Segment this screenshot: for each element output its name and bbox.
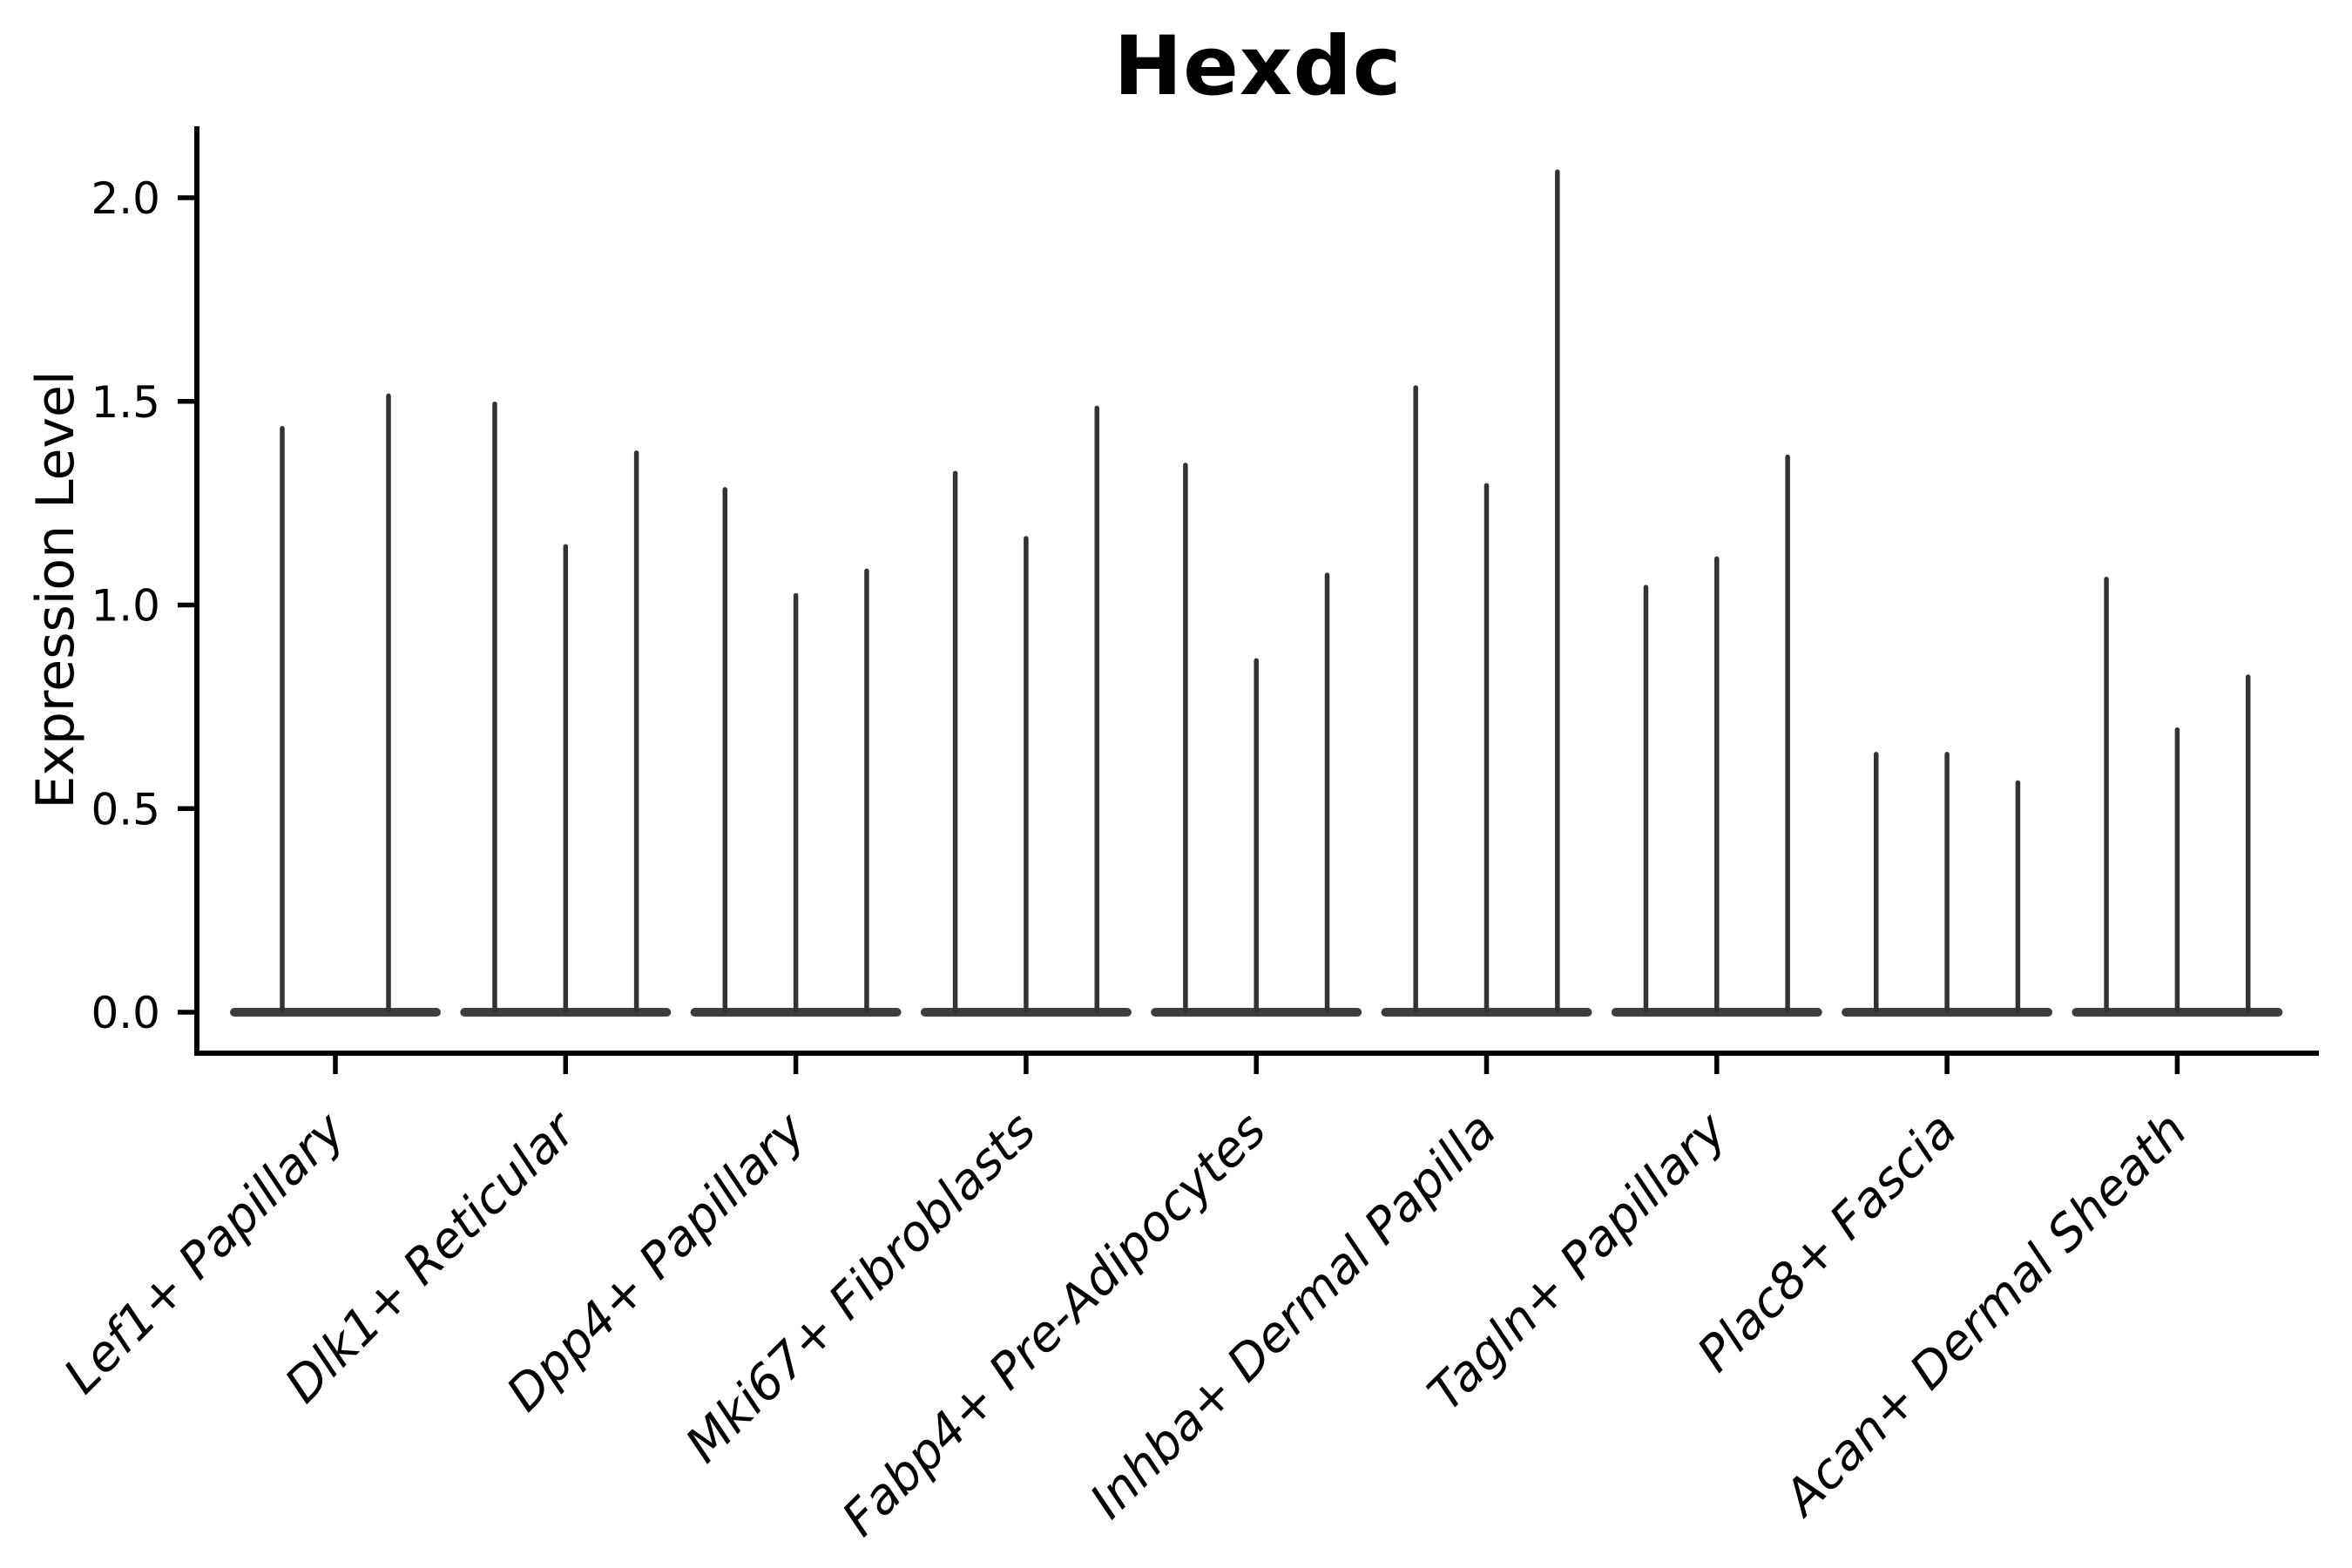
y-tick-label: 0.5 [91,784,160,835]
y-tick-label: 0.0 [91,988,160,1038]
y-tick-label: 1.5 [91,377,160,428]
x-tick-label: Acan+ Dermal Sheath [1772,1102,2198,1528]
axis-spines [194,126,2319,1056]
x-tick-label: Fabp4+ Pre-Adipocytes [832,1102,1277,1547]
chart-title: Hexdc [1113,19,1402,114]
x-tick-label: Inhba+ Dermal Papilla [1079,1102,1507,1530]
y-tick-label: 2.0 [91,173,160,224]
y-tick-label: 1.0 [91,581,160,632]
